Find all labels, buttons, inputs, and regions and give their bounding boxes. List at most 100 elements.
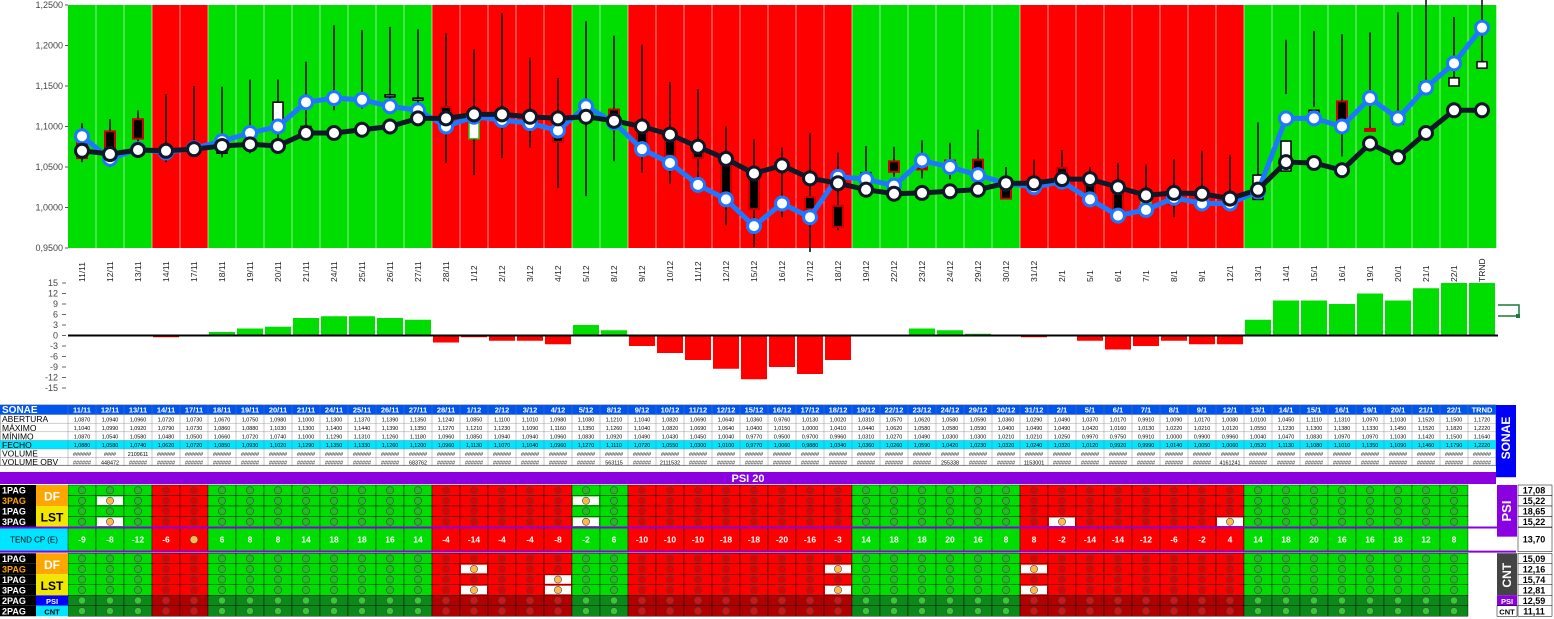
- signal-dot: [1226, 565, 1234, 573]
- date-label: 30/12: [1001, 260, 1011, 282]
- cell-fecho: 1,1270: [578, 443, 595, 449]
- table-date-header: 20/11: [269, 406, 287, 415]
- signal-dot: [1338, 607, 1346, 615]
- cell-abertura: 1,1520: [1418, 417, 1435, 423]
- signal-dot: [1002, 486, 1010, 495]
- signal-dot: [302, 517, 310, 526]
- cell-minimo: 0,9500: [774, 435, 791, 441]
- cell-volume: ######: [1165, 452, 1183, 458]
- signal-dot: [134, 507, 142, 516]
- cell-volume_obv: ######: [1053, 460, 1071, 466]
- signal-dot: [134, 575, 142, 584]
- cell-volume: ######: [745, 452, 763, 458]
- series-1-point: [662, 154, 678, 171]
- cell-volume_obv: ######: [717, 460, 735, 466]
- table-header: [0, 405, 1496, 415]
- signal-row-label: 2PAG: [2, 596, 26, 606]
- signal-dot: [414, 596, 422, 605]
- signal-dot: [302, 575, 310, 584]
- signal-dot: [750, 507, 758, 516]
- signal-dot: [554, 517, 562, 526]
- cell-minimo: 0,9970: [1082, 435, 1099, 441]
- signal-dot: [1338, 517, 1346, 526]
- y-tick-label: 1,0000: [35, 203, 63, 213]
- signal-dot: [610, 596, 618, 605]
- signal-dot: [414, 486, 422, 495]
- signal-dot: [1338, 575, 1346, 584]
- cell-maximo: 1,1160: [550, 426, 566, 432]
- signal-dot: [582, 507, 590, 516]
- signal-dot: [1394, 486, 1402, 495]
- candle-body: [804, 195, 816, 211]
- tend-value: -2: [1058, 535, 1066, 545]
- signal-dot: [1422, 517, 1430, 526]
- cell-minimo: 1,0300: [942, 435, 959, 441]
- signal-dot: [694, 607, 702, 615]
- series-2-point: [242, 136, 258, 153]
- signal-dot: [1086, 607, 1094, 615]
- signal-dot: [806, 565, 814, 573]
- cell-abertura: 0,9760: [774, 417, 791, 423]
- signal-dot: [1058, 517, 1066, 526]
- signal-dot: [246, 607, 254, 615]
- cell-volume_obv: ######: [633, 460, 651, 466]
- osc-bar-10/12: [657, 335, 683, 353]
- signal-dot: [974, 486, 982, 495]
- cell-volume_obv: ######: [325, 460, 343, 466]
- cell-minimo: 1,0970: [1362, 435, 1379, 441]
- table-date-header: 9/1: [1197, 406, 1207, 415]
- signal-dot: [330, 554, 338, 563]
- osc-bar-24/11: [321, 316, 347, 336]
- signal-dot: [582, 486, 590, 495]
- cell-maximo: 1,1820: [1446, 426, 1463, 432]
- signal-dot: [1142, 596, 1150, 605]
- signal-dot: [470, 517, 478, 526]
- signal-dot: [946, 586, 954, 594]
- signal-dot: [218, 575, 226, 584]
- signal-dot: [78, 507, 86, 516]
- signal-dot: [806, 496, 814, 505]
- signal-dot: [722, 517, 730, 526]
- signal-dot: [442, 496, 450, 505]
- cell-minimo: 1,0470: [1278, 435, 1295, 441]
- cell-abertura: 1,0310: [858, 417, 875, 423]
- signal-dot: [1450, 596, 1458, 605]
- cell-maximo: 1,1400: [326, 426, 343, 432]
- signal-dot: [1338, 586, 1346, 594]
- cell-minimo: 1,0450: [690, 435, 707, 441]
- signal-dot: [694, 517, 702, 526]
- cell-abertura: 1,0490: [1054, 417, 1071, 423]
- cell-fecho: 1,0260: [886, 443, 903, 449]
- date-label: 5/1: [1085, 270, 1095, 282]
- signal-dot: [162, 575, 170, 584]
- signal-dot: [1282, 486, 1290, 495]
- cell-abertura: 1,0750: [242, 417, 259, 423]
- signal-dot: [1226, 596, 1234, 605]
- cell-volume: ######: [1473, 452, 1491, 458]
- cell-volume_obv: ######: [1165, 460, 1183, 466]
- signal-dot: [1142, 565, 1150, 573]
- signal-dot: [1198, 486, 1206, 495]
- cell-minimo: 1,0660: [214, 435, 231, 441]
- signal-dot: [1282, 554, 1290, 563]
- signal-dot: [106, 596, 114, 605]
- cell-fecho: 1,0320: [1054, 443, 1071, 449]
- date-label: 24/11: [329, 261, 339, 282]
- signal-dot: [862, 565, 870, 573]
- cell-volume_obv: ######: [773, 460, 791, 466]
- signal-dot: [246, 575, 254, 584]
- cell-fecho: 1,1110: [606, 443, 622, 449]
- series-1-point: [270, 118, 286, 135]
- signal-dot: [666, 586, 674, 594]
- signal-dot: [1058, 586, 1066, 594]
- candle-19/1: [1364, 32, 1376, 132]
- signal-dot: [386, 607, 394, 615]
- signal-dot: [918, 565, 926, 573]
- tend-value: 12: [1421, 535, 1431, 545]
- cell-abertura: 1,0360: [998, 417, 1015, 423]
- cell-fecho: 1,0120: [1082, 443, 1099, 449]
- date-label: 4/12: [553, 265, 563, 282]
- tend-cell: [1383, 527, 1413, 552]
- signal-dot: [1142, 486, 1150, 495]
- signal-dot: [274, 575, 282, 584]
